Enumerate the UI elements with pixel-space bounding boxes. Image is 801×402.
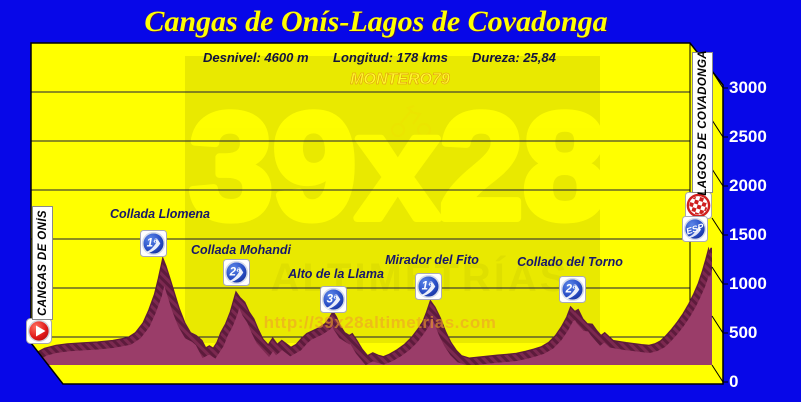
category-icon: 2ª (222, 258, 250, 286)
stat-desnivel: Desnivel: 4600 m (203, 50, 309, 65)
cyclist-watermark-icon (391, 105, 432, 137)
esp-category-icon: ESP (682, 216, 708, 242)
watermark-url: http://39x28altimetrias.com (264, 313, 497, 332)
panel-layer (31, 43, 723, 384)
climb-label: Collada Llomena (109, 207, 211, 221)
climb-label: Collado del Torno (517, 255, 623, 269)
y-axis-tick (711, 70, 728, 89)
svg-text:2ª: 2ª (228, 266, 240, 278)
category-icon: 2ª (558, 275, 586, 303)
watermark-backdrop (185, 56, 600, 343)
profile-outline (36, 246, 712, 359)
y-axis-tick (711, 217, 728, 236)
y-axis-tick (711, 119, 728, 138)
watermark-author: MONTERO79 (350, 71, 450, 88)
watermark-layer: MONTERO79 39x28 ALTIMETRÍAS (185, 71, 610, 300)
svg-text:2ª: 2ª (564, 283, 576, 295)
finish-station-label: LAGOS DE COVADONGA (692, 50, 713, 195)
stat-dureza: Dureza: 25,84 (472, 50, 556, 65)
page-title: Cangas de Onís-Lagos de Covadonga (144, 5, 608, 38)
profile-layer (36, 246, 712, 365)
watermark-39x28: 39x28 (189, 82, 606, 250)
svg-text:1ª: 1ª (421, 280, 432, 292)
category-icon: 3ª (319, 285, 347, 313)
climb-label: Mirador del Fito (385, 253, 479, 267)
y-axis-tick (711, 315, 728, 334)
svg-text:1ª: 1ª (146, 237, 157, 249)
y-axis-tick (711, 266, 728, 285)
y-axis-tick (711, 364, 728, 383)
y-tick-label: 3000 (729, 78, 767, 97)
start-icon (26, 318, 52, 344)
finish-checkered-icon (684, 191, 712, 219)
stat-longitud: Longitud: 178 kms (333, 50, 448, 65)
climb-label: Alto de la Llama (288, 267, 384, 281)
category-icon: 1ª (139, 229, 167, 257)
y-tick-label: 1000 (729, 274, 767, 293)
y-tick-label: 500 (729, 323, 758, 342)
y-axis-tick (711, 168, 728, 187)
y-tick-label: 2000 (729, 176, 767, 195)
category-icon: 1ª (414, 272, 442, 300)
svg-text:3ª: 3ª (326, 293, 337, 305)
y-tick-label: 1500 (729, 225, 767, 244)
start-station-label: CANGAS DE ONÍS (32, 206, 53, 320)
y-tick-label: 0 (729, 372, 739, 391)
y-tick-label: 2500 (729, 127, 767, 146)
climb-label: Collada Mohandi (191, 243, 291, 257)
